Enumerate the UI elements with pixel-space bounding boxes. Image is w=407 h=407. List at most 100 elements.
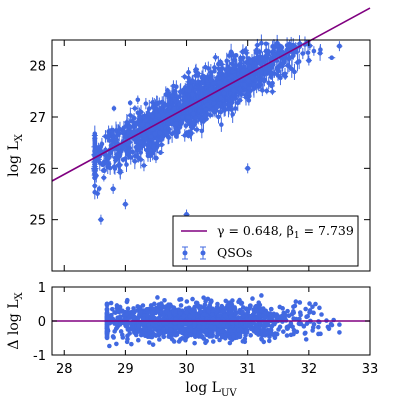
qso-point (242, 82, 247, 88)
qso-point (228, 43, 234, 60)
qso-point (291, 63, 298, 80)
residual-point (256, 300, 262, 305)
residual-point (202, 302, 208, 308)
residual-point (216, 313, 222, 319)
residual-point (240, 313, 246, 319)
residual-point (150, 309, 155, 315)
residual-point (172, 325, 178, 330)
residual-point (167, 311, 172, 317)
residual-point (190, 296, 195, 302)
residual-point (219, 333, 225, 339)
residual-point (125, 333, 130, 339)
qso-point (258, 84, 266, 97)
qso-point (190, 74, 196, 88)
qso-point (263, 48, 270, 62)
residual-point (267, 334, 272, 340)
qso-point (192, 99, 198, 112)
qso-point (200, 73, 208, 81)
qso-point (158, 136, 165, 153)
qso-point (211, 100, 217, 106)
qso-point (265, 42, 273, 61)
residual-point (155, 295, 160, 300)
residual-point (259, 293, 264, 298)
residual-point (215, 301, 220, 307)
qso-point (116, 161, 121, 170)
qso-point (112, 162, 118, 175)
residual-point (168, 327, 174, 333)
x-tick-label: 30 (178, 362, 195, 377)
residual-point (269, 306, 274, 312)
qso-point (148, 147, 154, 155)
qso-point (148, 132, 154, 141)
qso-point (275, 65, 282, 76)
qso-point (138, 146, 144, 158)
qso-point (137, 140, 143, 145)
residual-point (291, 327, 297, 333)
residual-point (214, 320, 220, 326)
residual-point (275, 313, 281, 319)
residual-point (311, 321, 317, 327)
residual-point (228, 310, 234, 316)
qso-point (111, 105, 117, 112)
legend-box (172, 215, 359, 267)
y-tick-label: 25 (29, 214, 46, 229)
main-scatter-panel: 25 26 27 28 log LX γ = 0.648, β1 = 7.739 QS… (6, 7, 371, 272)
qso-point (94, 188, 101, 199)
residual-point (104, 307, 110, 312)
residual-point (196, 324, 202, 330)
qso-point (152, 127, 158, 141)
qso-point (245, 89, 252, 98)
qso-point (268, 67, 275, 79)
qso-point (268, 88, 276, 96)
residual-point (201, 312, 207, 317)
qso-point (177, 120, 183, 134)
residual-point (285, 324, 291, 329)
residual-point (125, 297, 130, 303)
residual-point (152, 326, 157, 332)
qso-point (152, 153, 159, 164)
residual-point (215, 332, 221, 337)
qso-point (230, 63, 237, 71)
qso-point (284, 57, 291, 74)
legend-qso-marker (182, 246, 206, 260)
residual-point (209, 298, 214, 304)
qso-point (185, 67, 192, 78)
residual-point (161, 327, 166, 333)
residual-y-axis-label: Δ log LX (6, 291, 25, 349)
qso-point (266, 76, 271, 90)
residual-point (222, 313, 228, 318)
qso-point (127, 107, 134, 124)
qso-point (91, 142, 98, 160)
residual-point (198, 330, 204, 335)
residual-point (248, 333, 253, 338)
residual-point (104, 333, 110, 339)
residual-point (120, 332, 125, 338)
residual-point (124, 322, 130, 328)
residual-axis-ticks: 28 29 30 31 32 33 -1 0 1 (33, 281, 378, 377)
residual-point (108, 314, 114, 320)
qso-point (211, 91, 219, 103)
y-tick-label: 26 (29, 162, 46, 177)
residual-point (244, 329, 250, 334)
residual-point (235, 315, 241, 321)
qso-point (121, 124, 127, 139)
residual-point (110, 334, 116, 339)
qso-point (92, 132, 98, 150)
residual-point (104, 324, 110, 330)
residual-point (125, 306, 131, 311)
qso-point (240, 67, 247, 74)
x-tick-label: 28 (56, 362, 73, 377)
residual-point (230, 321, 236, 326)
residual-point (307, 301, 312, 306)
qso-point (163, 130, 171, 137)
residual-point (304, 321, 310, 326)
residual-point (195, 304, 201, 309)
qso-point (228, 74, 235, 80)
main-y-axis-label: log LX (6, 133, 25, 177)
residual-point (129, 341, 134, 347)
qso-point (202, 62, 209, 72)
y-tick-label: 1 (38, 281, 46, 296)
residual-point (180, 326, 186, 332)
qso-point (204, 101, 211, 108)
qso-point (183, 122, 189, 130)
